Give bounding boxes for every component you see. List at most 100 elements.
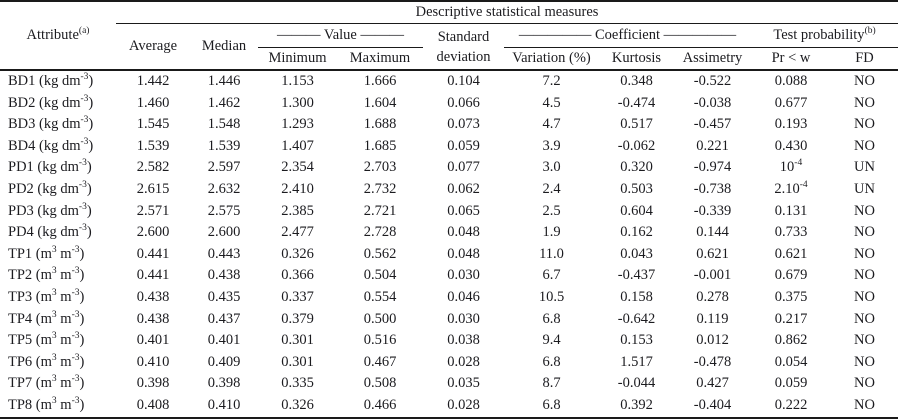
cell-maximum: 0.466 <box>363 396 397 413</box>
header-coefficient-group: ————— Coefficient ————— <box>504 23 751 48</box>
cell-variation: 4.7 <box>542 116 561 133</box>
header-standard-deviation-line1: Standard <box>437 28 490 45</box>
cell-minimum: 2.410 <box>281 180 314 197</box>
cell-pr-w: 0.054 <box>774 353 808 370</box>
cell-variation: 10.5 <box>538 288 565 305</box>
cell-median: 0.443 <box>207 245 241 262</box>
cell-fd: NO <box>854 116 875 133</box>
table-row: BD1 (kg dm-3) 1.442 1.446 1.153 1.666 0.104 7.… <box>0 70 898 93</box>
cell-std-deviation: 0.030 <box>447 267 480 284</box>
cell-maximum: 1.604 <box>363 94 397 111</box>
cell-assimetry: 0.119 <box>696 310 729 327</box>
cell-variation: 11.0 <box>539 245 564 262</box>
cell-fd: NO <box>854 375 875 392</box>
cell-median: 0.435 <box>207 288 241 305</box>
cell-average: 0.441 <box>136 245 170 262</box>
cell-assimetry: 0.012 <box>696 332 729 349</box>
cell-std-deviation: 0.066 <box>447 94 480 111</box>
table-row: TP8 (m3 m-3) 0.408 0.410 0.326 0.466 0.028 6.8… <box>0 395 898 418</box>
cell-pr-w: 0.375 <box>774 288 808 305</box>
table-row: TP3 (m3 m-3) 0.438 0.435 0.337 0.554 0.046 10.… <box>0 287 898 309</box>
cell-median: 0.410 <box>207 396 241 413</box>
cell-variation: 8.7 <box>542 375 561 392</box>
cell-average: 0.401 <box>136 332 170 349</box>
cell-maximum: 1.666 <box>363 73 397 89</box>
cell-minimum: 2.385 <box>281 202 314 219</box>
cell-variation: 6.7 <box>542 267 561 284</box>
cell-kurtosis: 0.043 <box>620 245 653 262</box>
cell-attribute: BD2 (kg dm-3) <box>8 93 94 111</box>
header-maximum: Maximum <box>349 50 411 66</box>
table-row: TP4 (m3 m-3) 0.438 0.437 0.379 0.500 0.030 6.8… <box>0 309 898 331</box>
cell-median: 2.632 <box>207 180 241 197</box>
cell-maximum: 2.732 <box>363 180 397 197</box>
cell-minimum: 0.379 <box>281 310 314 327</box>
header-test-probability-label: Test probability <box>773 27 865 43</box>
cell-variation: 2.5 <box>542 202 561 219</box>
header-attribute-footnote: (a) <box>78 26 90 37</box>
cell-pr-w: 0.733 <box>774 224 808 241</box>
cell-std-deviation: 0.077 <box>447 159 480 176</box>
cell-fd: NO <box>854 224 875 241</box>
cell-minimum: 1.407 <box>281 137 314 154</box>
cell-variation: 7.2 <box>542 73 561 89</box>
cell-fd: NO <box>854 137 875 154</box>
cell-assimetry: -0.522 <box>693 73 732 89</box>
cell-assimetry: -0.038 <box>693 94 732 111</box>
cell-assimetry: 0.427 <box>696 375 729 392</box>
cell-kurtosis: 0.503 <box>620 180 653 197</box>
cell-average: 2.571 <box>136 202 170 219</box>
cell-maximum: 2.703 <box>363 159 397 176</box>
table-body: BD1 (kg dm-3) 1.442 1.446 1.153 1.666 0.104 7.… <box>0 70 898 418</box>
cell-fd: NO <box>854 396 875 413</box>
cell-fd: UN <box>854 159 875 176</box>
header-median: Median <box>201 38 247 54</box>
header-minimum: Minimum <box>268 50 327 66</box>
cell-attribute: BD4 (kg dm-3) <box>8 136 94 154</box>
cell-minimum: 1.300 <box>281 94 314 111</box>
cell-median: 0.438 <box>207 267 241 284</box>
header-standard-deviation-line2: deviation <box>436 48 491 65</box>
cell-pr-w: 0.088 <box>774 73 808 89</box>
header-kurtosis: Kurtosis <box>611 50 662 66</box>
cell-attribute: TP4 (m3 m-3) <box>8 309 85 327</box>
cell-pr-w: 0.059 <box>774 375 808 392</box>
cell-std-deviation: 0.065 <box>447 202 480 219</box>
table-row: TP6 (m3 m-3) 0.410 0.409 0.301 0.467 0.028 6.8… <box>0 352 898 374</box>
cell-attribute: PD1 (kg dm-3) <box>8 158 92 176</box>
cell-average: 2.600 <box>136 224 170 241</box>
cell-attribute: TP5 (m3 m-3) <box>8 331 85 349</box>
cell-variation: 2.4 <box>542 180 561 197</box>
cell-std-deviation: 0.059 <box>447 137 480 154</box>
cell-variation: 1.9 <box>542 224 561 241</box>
cell-fd: NO <box>854 73 875 89</box>
cell-attribute: PD3 (kg dm-3) <box>8 201 92 219</box>
cell-minimum: 1.293 <box>281 116 314 133</box>
cell-kurtosis: 0.348 <box>620 73 653 89</box>
cell-maximum: 0.554 <box>363 288 397 305</box>
cell-maximum: 0.467 <box>363 353 397 370</box>
table-row: PD2 (kg dm-3) 2.615 2.632 2.410 2.732 0.062 2.… <box>0 179 898 201</box>
cell-minimum: 0.335 <box>281 375 314 392</box>
header-test-probability-footnote: (b) <box>864 26 876 37</box>
cell-attribute: TP6 (m3 m-3) <box>8 352 85 370</box>
cell-average: 1.539 <box>136 137 170 154</box>
cell-kurtosis: -0.642 <box>617 310 656 327</box>
cell-assimetry: 0.621 <box>696 245 729 262</box>
cell-variation: 3.9 <box>542 137 561 154</box>
cell-median: 0.398 <box>207 375 241 392</box>
cell-std-deviation: 0.046 <box>447 288 480 305</box>
cell-kurtosis: -0.062 <box>617 137 656 154</box>
cell-assimetry: -0.001 <box>693 267 732 284</box>
cell-attribute: BD1 (kg dm-3) <box>8 72 94 89</box>
cell-kurtosis: 0.162 <box>620 224 653 241</box>
cell-median: 2.597 <box>207 159 241 176</box>
table-row: PD3 (kg dm-3) 2.571 2.575 2.385 2.721 0.065 2.… <box>0 201 898 223</box>
cell-variation: 6.8 <box>542 310 561 327</box>
header-test-probability-group: Test probability(b) <box>751 23 898 48</box>
cell-pr-w: 0.193 <box>774 116 808 133</box>
cell-pr-w: 10-4 <box>779 158 803 176</box>
cell-maximum: 0.516 <box>363 332 397 349</box>
cell-median: 1.548 <box>207 116 241 133</box>
